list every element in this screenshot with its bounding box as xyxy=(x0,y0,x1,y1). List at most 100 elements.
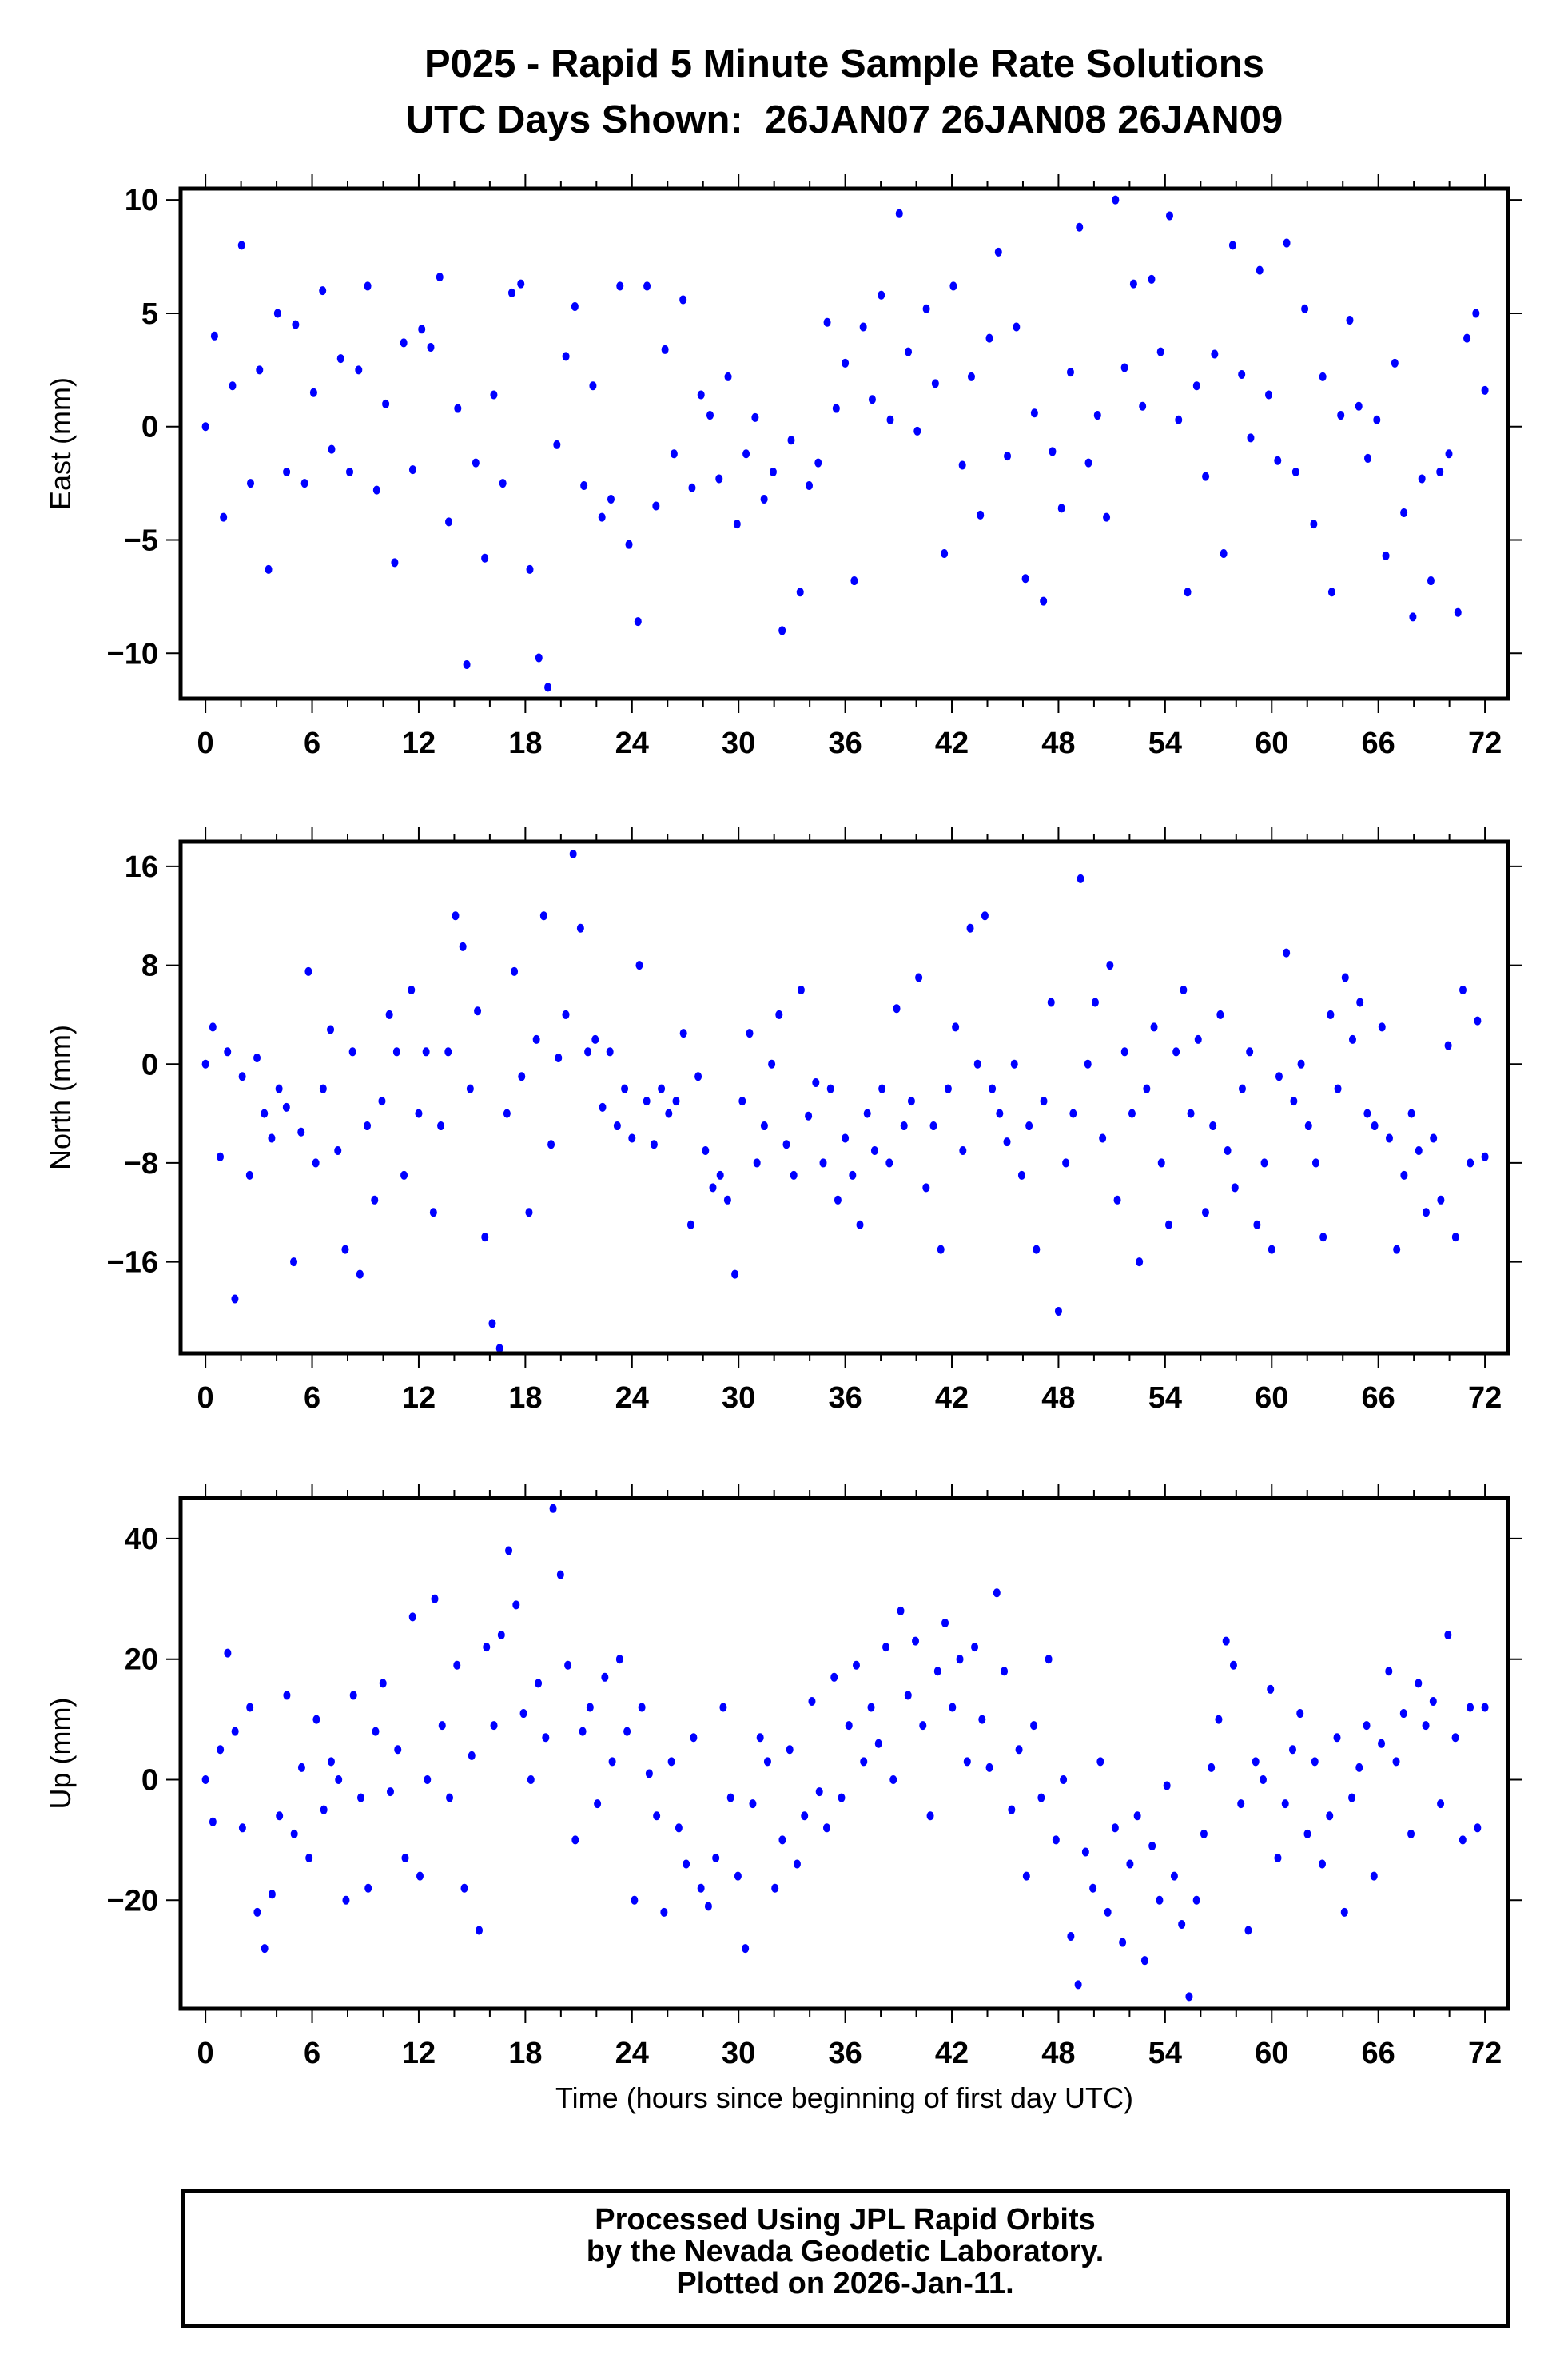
data-point xyxy=(658,1084,666,1093)
data-point xyxy=(660,1907,668,1917)
data-point xyxy=(1201,1208,1209,1217)
data-point xyxy=(1067,1932,1075,1942)
data-point xyxy=(967,372,975,381)
data-point xyxy=(1089,1883,1097,1893)
data-point xyxy=(790,1170,798,1180)
y-tick-label: 0 xyxy=(141,1048,158,1081)
data-point xyxy=(1288,1745,1296,1755)
data-point xyxy=(312,1158,320,1168)
data-point xyxy=(905,347,913,356)
plot-frame xyxy=(178,1496,1510,2011)
data-point xyxy=(628,1133,636,1143)
data-point xyxy=(842,1133,850,1143)
data-point xyxy=(1093,411,1101,420)
x-tick-label: 0 xyxy=(197,727,214,760)
plot-frame xyxy=(178,186,1510,701)
data-point xyxy=(1040,596,1048,606)
x-tick-label: 12 xyxy=(402,2037,436,2070)
data-point xyxy=(751,412,759,422)
data-point xyxy=(400,1170,408,1180)
data-point xyxy=(683,1859,690,1869)
data-point xyxy=(893,1004,901,1014)
data-point xyxy=(224,1047,232,1057)
data-point xyxy=(944,1084,952,1093)
data-point xyxy=(1319,1859,1327,1869)
y-axis-label: East (mm) xyxy=(44,377,77,510)
data-point xyxy=(1407,1829,1415,1838)
data-point xyxy=(1340,1907,1348,1917)
x-tick-label: 72 xyxy=(1468,1381,1502,1415)
data-point xyxy=(571,301,579,311)
x-tick-label: 24 xyxy=(615,727,649,760)
data-point xyxy=(1373,415,1381,424)
data-point xyxy=(246,1703,254,1712)
data-point xyxy=(1150,1022,1158,1032)
data-point xyxy=(753,1158,761,1168)
data-point xyxy=(327,1757,335,1767)
data-point xyxy=(364,281,372,291)
panel-up: 0 6 12 18 24 30 36 42 48 54 60 66 72 −20 0 20 40 Up (mm) T… xyxy=(44,1484,1522,2114)
data-point xyxy=(431,1594,439,1603)
data-point xyxy=(466,1084,474,1093)
data-point xyxy=(1211,349,1219,359)
data-point xyxy=(952,1022,960,1032)
data-point xyxy=(931,379,939,388)
data-point xyxy=(856,1220,864,1229)
x-tick-label: 30 xyxy=(722,2037,755,2070)
x-tick-label: 42 xyxy=(935,727,969,760)
data-point xyxy=(1429,1696,1437,1706)
data-point xyxy=(586,1703,594,1712)
data-point xyxy=(675,1823,683,1833)
data-point xyxy=(1444,1631,1452,1640)
x-tick-label: 18 xyxy=(508,727,542,760)
data-point xyxy=(929,1121,937,1131)
data-point xyxy=(535,653,543,663)
data-point xyxy=(1474,1823,1482,1833)
data-point xyxy=(1363,1721,1371,1731)
panel-north: 0 6 12 18 24 30 36 42 48 54 60 66 72 −16 −8 0 8 16 North (… xyxy=(44,827,1522,1415)
x-tick-label: 36 xyxy=(828,2037,862,2070)
data-point xyxy=(635,961,643,970)
data-point xyxy=(209,1817,217,1826)
data-point xyxy=(1216,1010,1224,1019)
data-point xyxy=(1021,574,1029,584)
data-point xyxy=(460,1883,468,1893)
data-point xyxy=(1382,551,1390,560)
data-point xyxy=(268,1133,276,1143)
data-point xyxy=(1327,588,1335,597)
data-point xyxy=(429,1208,437,1217)
data-point xyxy=(1238,370,1246,380)
data-point xyxy=(958,460,966,470)
data-point xyxy=(709,1183,717,1193)
data-point xyxy=(1120,1047,1128,1057)
data-point xyxy=(993,1588,1001,1598)
data-point xyxy=(1228,241,1236,250)
data-point xyxy=(885,1158,893,1168)
data-point xyxy=(1148,1841,1156,1850)
data-point xyxy=(1418,474,1426,484)
y-tick-label: 40 xyxy=(125,1523,158,1556)
data-point xyxy=(1304,1121,1312,1131)
data-point xyxy=(1253,1220,1261,1229)
data-point xyxy=(1301,304,1309,313)
data-point xyxy=(1459,1835,1467,1845)
data-point xyxy=(445,517,453,527)
data-point xyxy=(562,352,570,361)
data-point xyxy=(1348,1034,1356,1044)
data-point xyxy=(437,1121,445,1131)
data-point xyxy=(907,1097,915,1106)
x-tick-label: 60 xyxy=(1255,727,1288,760)
data-point xyxy=(217,1745,225,1755)
data-point xyxy=(556,1570,564,1579)
x-tick-label: 36 xyxy=(828,727,862,760)
data-point xyxy=(985,1763,993,1772)
data-point xyxy=(292,320,300,329)
data-point xyxy=(1099,1133,1107,1143)
data-point xyxy=(1246,1047,1254,1057)
data-point xyxy=(507,288,515,297)
data-point xyxy=(238,1823,246,1833)
data-point xyxy=(453,1660,461,1670)
data-point xyxy=(276,1811,284,1821)
data-point xyxy=(1364,453,1372,463)
data-point xyxy=(697,390,705,400)
